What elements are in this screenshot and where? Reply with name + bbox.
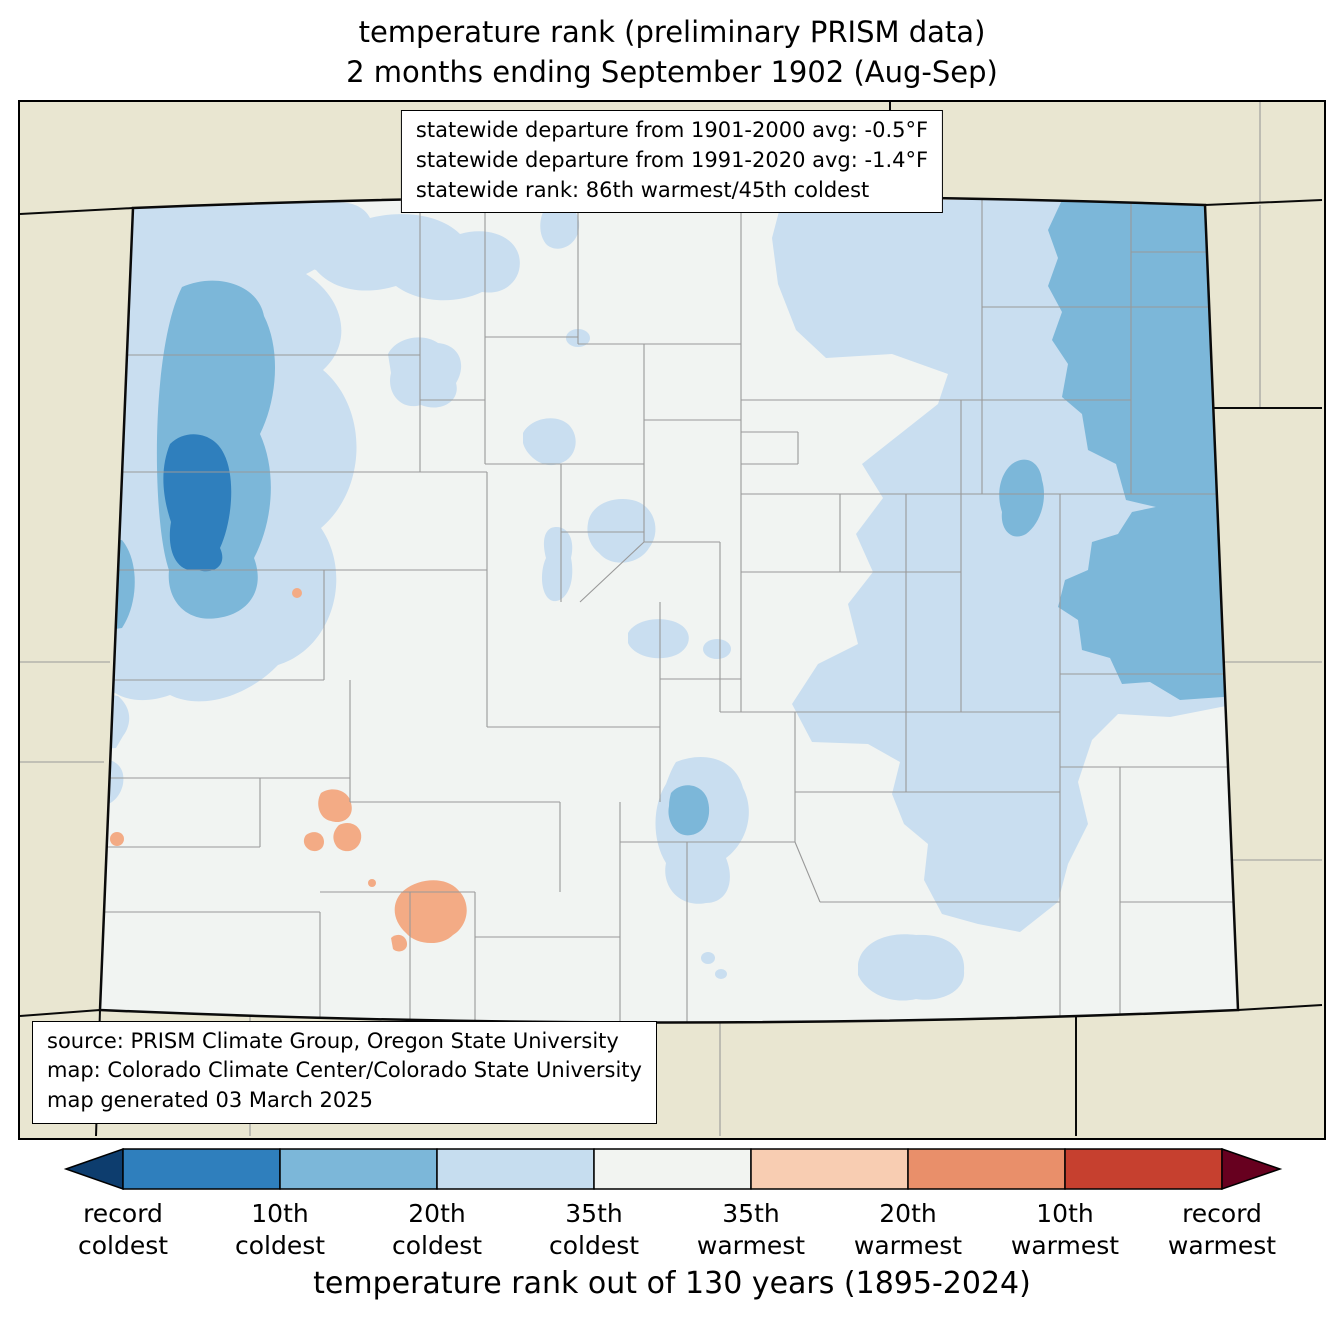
legend-axis-title: temperature rank out of 130 years (1895-…	[313, 1266, 1031, 1301]
legend-segment-6	[1064, 1148, 1223, 1190]
legend-segment-0	[122, 1148, 281, 1190]
legend-label-record-warmest: record warmest	[1167, 1199, 1277, 1260]
legend-label-10th-warmest: 10th warmest	[1010, 1199, 1120, 1260]
warm-regions	[110, 588, 467, 952]
source-line-2: map: Colorado Climate Center/Colorado St…	[47, 1058, 642, 1083]
legend-colorbar	[63, 1147, 1283, 1191]
county-boundaries	[100, 196, 1236, 1023]
legend-label-record-coldest: record coldest	[77, 1199, 169, 1260]
legend-segment-5	[907, 1148, 1066, 1190]
legend-segment-3	[593, 1148, 752, 1190]
source-box: source: PRISM Climate Group, Oregon Stat…	[32, 1020, 657, 1124]
stats-line-2: statewide departure from 1991-2020 avg: …	[415, 147, 929, 172]
legend-segment-1	[279, 1148, 438, 1190]
stats-line-3: statewide rank: 86th warmest/45th coldes…	[415, 177, 870, 202]
legend-label-35th-coldest: 35th coldest	[548, 1199, 640, 1260]
source-line-1: source: PRISM Climate Group, Oregon Stat…	[47, 1028, 619, 1053]
colorado-choropleth-map	[20, 102, 1324, 1138]
legend-segment-2	[436, 1148, 595, 1190]
legend-segment-4	[750, 1148, 909, 1190]
legend-label-20th-warmest: 20th warmest	[853, 1199, 963, 1260]
stats-box: statewide departure from 1901-2000 avg: …	[400, 110, 944, 214]
map-frame: statewide departure from 1901-2000 avg: …	[18, 100, 1326, 1140]
legend-labels: record coldest 10th coldest 20th coldest…	[0, 1198, 1344, 1264]
source-line-3: map generated 03 March 2025	[47, 1088, 374, 1113]
stats-line-1: statewide departure from 1901-2000 avg: …	[415, 118, 929, 142]
cold-region-top10	[163, 434, 232, 572]
legend-label-10th-coldest: 10th coldest	[234, 1199, 326, 1260]
title-line-2: 2 months ending September 1902 (Aug-Sep)	[346, 55, 998, 90]
legend-arrow-record-warmest	[1221, 1147, 1283, 1191]
legend-label-20th-coldest: 20th coldest	[391, 1199, 483, 1260]
page-title: temperature rank (preliminary PRISM data…	[0, 12, 1344, 92]
title-line-1: temperature rank (preliminary PRISM data…	[358, 15, 986, 49]
legend-arrow-record-coldest	[63, 1147, 124, 1191]
legend-label-35th-warmest: 35th warmest	[696, 1199, 806, 1260]
